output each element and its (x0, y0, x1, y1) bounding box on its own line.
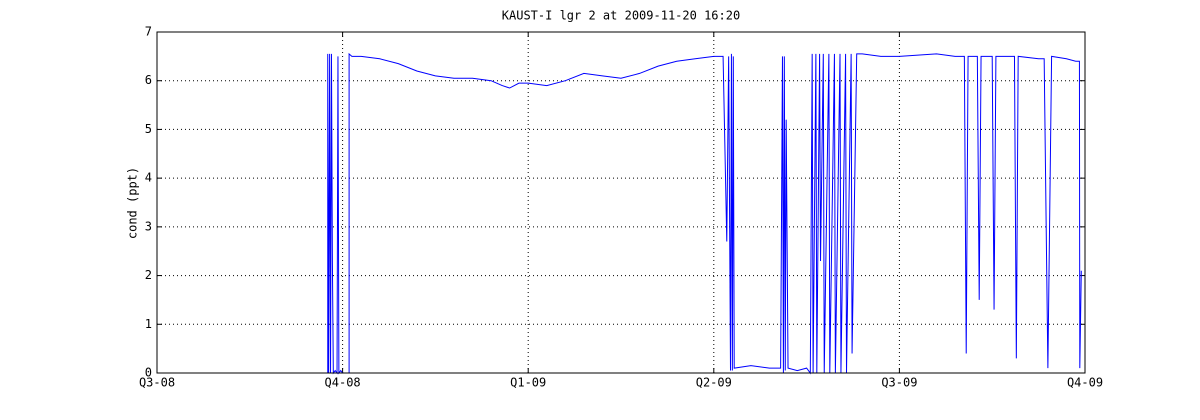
y-tick-label: 0 (145, 366, 152, 380)
y-tick-label: 1 (145, 317, 152, 331)
y-axis-label: cond (ppt) (126, 167, 140, 239)
y-tick-label: 2 (145, 268, 152, 282)
x-tick-label: Q4-08 (325, 376, 361, 390)
chart-title: KAUST-I lgr 2 at 2009-11-20 16:20 (502, 9, 740, 23)
x-tick-label: Q2-09 (696, 376, 732, 390)
x-tick-label: Q3-08 (139, 376, 175, 390)
x-tick-label: Q1-09 (510, 376, 546, 390)
y-tick-label: 3 (145, 219, 152, 233)
y-tick-label: 7 (145, 25, 152, 39)
y-tick-label: 4 (145, 171, 152, 185)
y-tick-label: 6 (145, 73, 152, 87)
x-tick-label: Q3-09 (881, 376, 917, 390)
data-line (327, 52, 1082, 375)
y-tick-label: 5 (145, 122, 152, 136)
x-tick-label: Q4-09 (1067, 376, 1103, 390)
plot-frame (156, 31, 1086, 374)
